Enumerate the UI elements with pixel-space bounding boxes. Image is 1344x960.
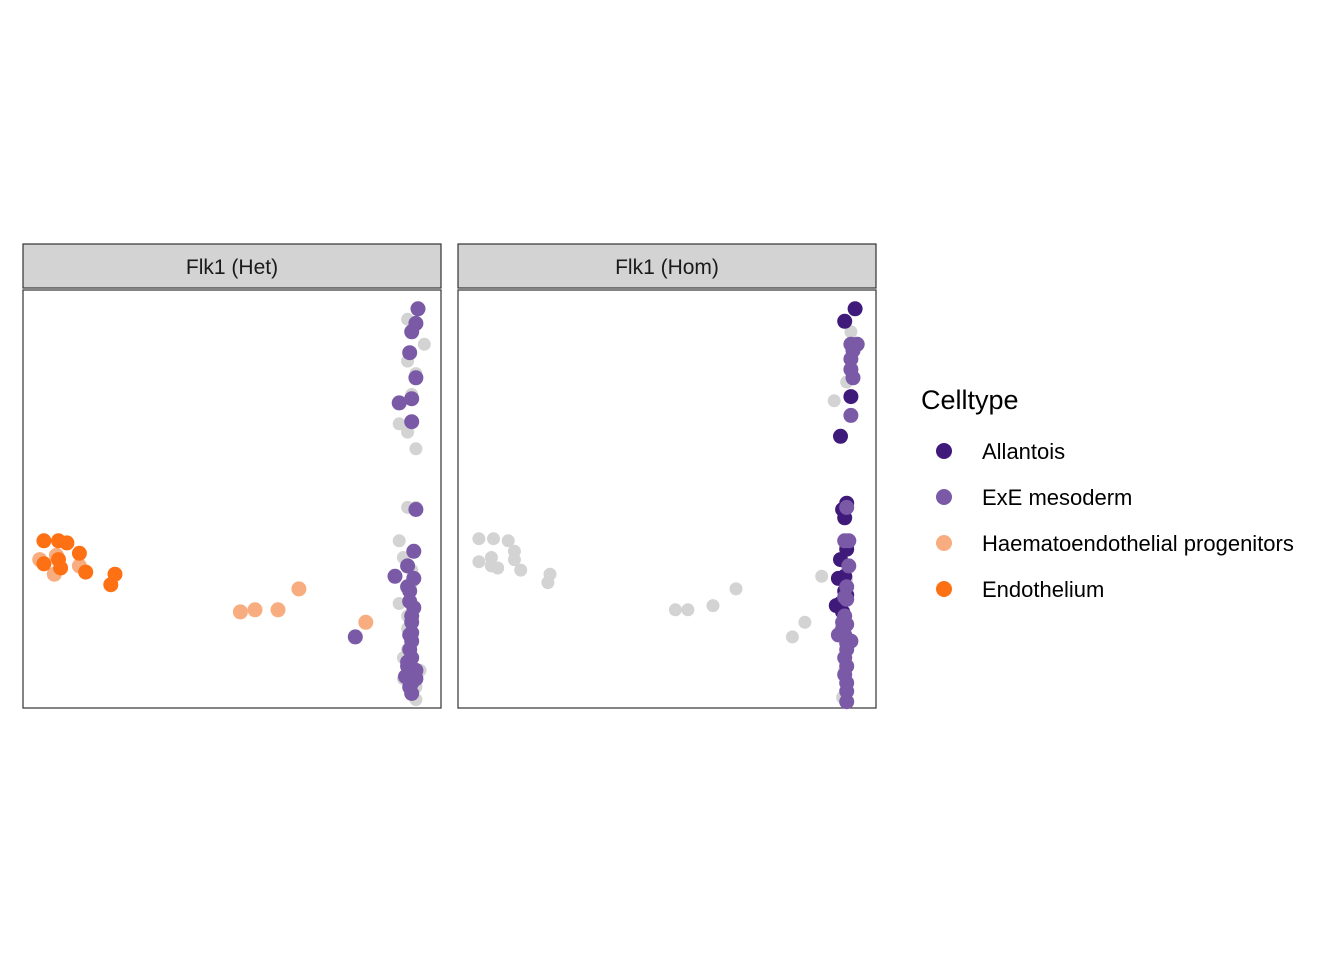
- background-point: [501, 534, 515, 548]
- point-exe-mesoderm: [404, 414, 420, 430]
- panel-flk1-hom: Flk1 (Hom): [457, 243, 877, 710]
- point-exe-mesoderm: [843, 351, 859, 367]
- point-exe-mesoderm: [843, 407, 859, 423]
- background-point: [541, 576, 555, 590]
- background-point: [785, 630, 799, 644]
- background-point: [827, 394, 841, 408]
- point-exe-mesoderm: [837, 589, 853, 605]
- legend-item-exe-mesoderm: ExE mesoderm: [936, 485, 1132, 510]
- legend-key: [936, 535, 952, 551]
- legend-label: Haematoendothelial progenitors: [982, 531, 1294, 556]
- point-exe-mesoderm: [400, 558, 416, 574]
- background-point: [706, 599, 720, 613]
- legend-item-haematoendothelial-progenitors: Haematoendothelial progenitors: [936, 531, 1294, 556]
- point-haematoendothelial-progenitors: [291, 581, 307, 597]
- point-haematoendothelial-progenitors: [270, 602, 286, 618]
- legend-key: [936, 443, 952, 459]
- plot-area: [457, 289, 877, 709]
- legend: Celltype Allantois ExE mesoderm Haematoe…: [921, 385, 1294, 602]
- point-endothelium: [36, 533, 52, 549]
- background-point: [417, 337, 431, 351]
- point-haematoendothelial-progenitors: [358, 614, 374, 630]
- panel-flk1-het: Flk1 (Het): [22, 243, 442, 709]
- point-exe-mesoderm: [835, 614, 851, 630]
- point-haematoendothelial-progenitors: [247, 602, 263, 618]
- background-point: [681, 603, 695, 617]
- point-allantois: [847, 301, 863, 317]
- background-point: [409, 442, 423, 456]
- point-endothelium: [71, 545, 87, 561]
- point-exe-mesoderm: [843, 336, 859, 352]
- background-point: [514, 563, 528, 577]
- panel-title: Flk1 (Het): [186, 256, 278, 279]
- point-allantois: [837, 313, 853, 329]
- point-exe-mesoderm: [410, 301, 426, 317]
- plot-area: [22, 289, 442, 709]
- point-exe-mesoderm: [845, 370, 861, 386]
- point-exe-mesoderm: [400, 654, 416, 670]
- background-point: [815, 569, 829, 583]
- point-exe-mesoderm: [408, 502, 424, 517]
- point-exe-mesoderm: [347, 629, 363, 645]
- background-point: [668, 603, 682, 617]
- point-exe-mesoderm: [404, 608, 420, 624]
- point-endothelium: [103, 577, 119, 593]
- legend-label: ExE mesoderm: [982, 485, 1132, 510]
- point-exe-mesoderm: [404, 391, 420, 407]
- background-point: [392, 534, 406, 548]
- background-point: [487, 532, 500, 546]
- point-exe-mesoderm: [839, 499, 855, 515]
- points-layer: [472, 301, 865, 710]
- point-exe-mesoderm: [404, 685, 420, 701]
- point-exe-mesoderm: [837, 533, 853, 549]
- strip-background: [22, 243, 442, 289]
- point-exe-mesoderm: [391, 395, 407, 411]
- legend-label: Endothelium: [982, 577, 1104, 602]
- point-exe-mesoderm: [408, 370, 424, 386]
- points-layer: [32, 301, 431, 707]
- background-point: [472, 532, 486, 546]
- background-point: [729, 582, 743, 596]
- legend-title: Celltype: [921, 385, 1019, 415]
- point-exe-mesoderm: [839, 683, 855, 699]
- point-exe-mesoderm: [406, 543, 422, 559]
- background-point: [491, 561, 505, 575]
- background-point: [844, 325, 858, 339]
- point-endothelium: [51, 552, 66, 568]
- point-endothelium: [59, 535, 75, 551]
- point-exe-mesoderm: [839, 635, 855, 651]
- legend-key: [936, 581, 952, 597]
- point-exe-mesoderm: [404, 675, 420, 691]
- point-exe-mesoderm: [841, 558, 857, 574]
- legend-item-allantois: Allantois: [936, 439, 1065, 464]
- legend-item-endothelium: Endothelium: [936, 577, 1104, 602]
- background-point: [472, 555, 486, 569]
- panel-title: Flk1 (Hom): [615, 256, 719, 279]
- background-point: [798, 615, 812, 629]
- point-haematoendothelial-progenitors: [232, 604, 248, 620]
- background-point: [507, 553, 521, 567]
- point-endothelium: [78, 564, 94, 580]
- point-exe-mesoderm: [408, 315, 424, 331]
- point-allantois: [843, 389, 859, 405]
- point-exe-mesoderm: [402, 583, 418, 599]
- point-endothelium: [36, 556, 52, 572]
- point-exe-mesoderm: [404, 625, 420, 641]
- point-exe-mesoderm: [839, 694, 855, 710]
- background-point: [392, 417, 406, 431]
- point-exe-mesoderm: [387, 568, 403, 584]
- legend-key: [936, 489, 952, 505]
- point-exe-mesoderm: [402, 345, 418, 361]
- strip-background: [457, 243, 877, 289]
- legend-label: Allantois: [982, 439, 1065, 464]
- point-allantois: [833, 428, 848, 444]
